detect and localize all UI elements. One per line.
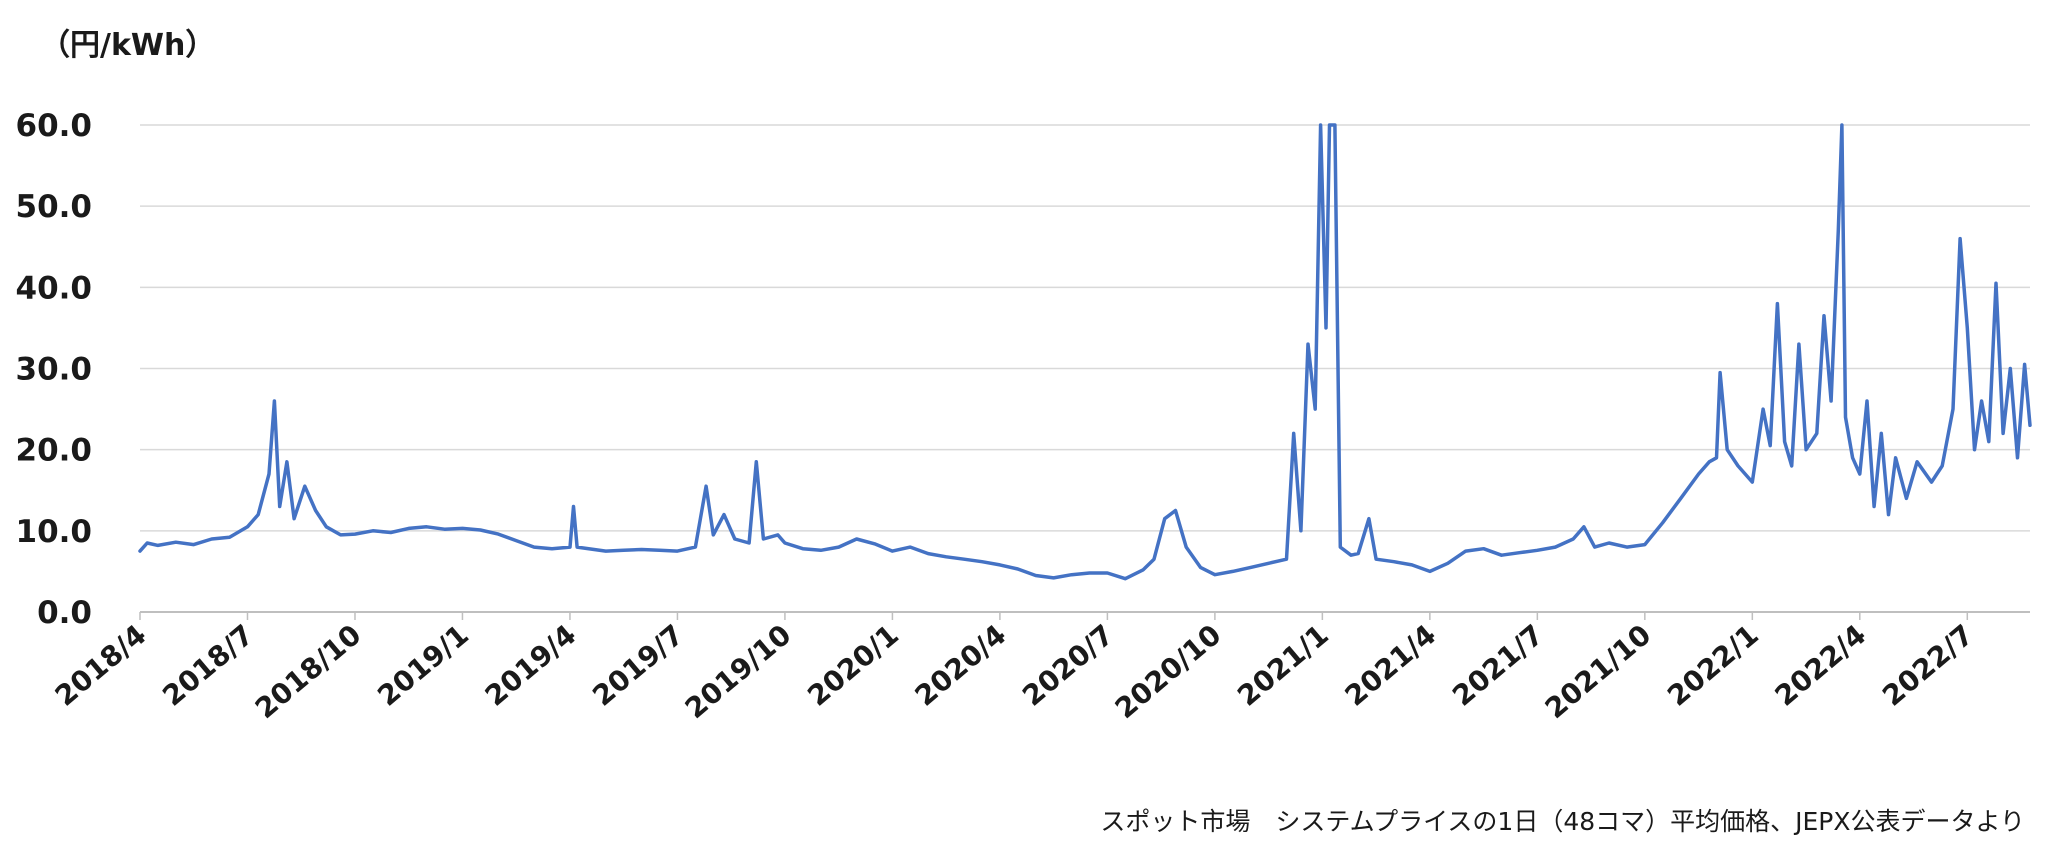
x-tick-label: 2021/1 [1231,618,1335,712]
x-tick-label: 2019/10 [679,618,798,725]
x-tick-label: 2020/1 [801,618,905,712]
series-layer [138,123,2032,581]
x-tick-label: 2019/4 [479,618,583,712]
x-tick-label: 2019/7 [586,618,690,712]
x-tick-label: 2018/10 [249,618,368,725]
y-tick-label: 30.0 [16,352,93,388]
x-tick-label: 2020/4 [909,618,1013,712]
x-tick-label: 2021/10 [1539,618,1658,725]
x-tick-label: 2020/7 [1016,618,1120,712]
gridlines [140,124,2030,613]
series-line [138,123,2032,581]
x-tick-label: 2022/4 [1769,618,1873,712]
y-axis-ticks: 0.0 10.0 20.0 30.0 40.0 50.0 60.0 [16,108,93,631]
y-tick-label: 60.0 [16,108,93,144]
source-note: スポット市場 システムプライスの1日（48コマ）平均価格、JEPX公表データより [1100,807,2025,836]
x-tick-label: 2022/7 [1876,618,1980,712]
y-tick-label: 10.0 [16,514,93,550]
x-tick-label: 2019/1 [371,618,475,712]
y-tick-label: 50.0 [16,189,93,225]
y-axis-unit-label: （円/kWh） [40,28,215,63]
x-tick-label: 2020/10 [1109,618,1228,725]
x-tick-label: 2022/1 [1661,618,1765,712]
x-tick-label: 2018/7 [156,618,260,712]
y-tick-label: 40.0 [16,270,93,306]
x-tick-label: 2018/4 [49,618,153,712]
y-tick-label: 0.0 [37,595,92,631]
x-tick-label: 2021/4 [1339,618,1443,712]
x-tick-label: 2021/7 [1446,618,1550,712]
y-tick-label: 20.0 [16,433,93,469]
